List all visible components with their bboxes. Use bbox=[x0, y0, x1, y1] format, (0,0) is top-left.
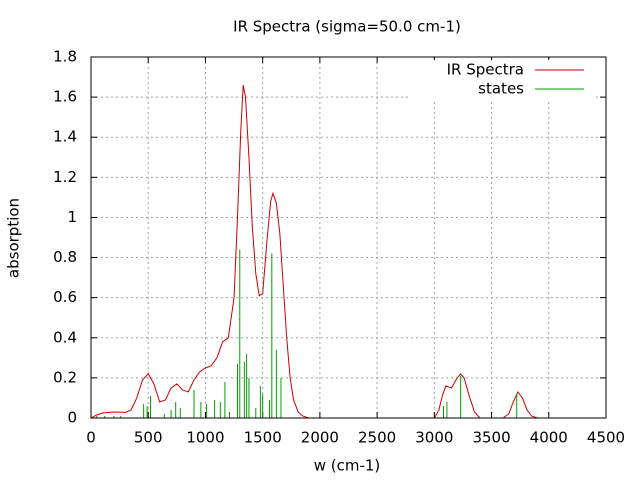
y-axis-label: absorption bbox=[5, 198, 23, 278]
y-tick-label: 0.8 bbox=[53, 248, 77, 266]
legend-label: states bbox=[478, 80, 524, 98]
x-tick-label: 3500 bbox=[472, 429, 510, 447]
chart-title: IR Spectra (sigma=50.0 cm-1) bbox=[233, 18, 461, 36]
y-tick-label: 1 bbox=[67, 208, 77, 226]
x-tick-label: 2000 bbox=[301, 429, 339, 447]
y-tick-label: 0.4 bbox=[53, 328, 77, 346]
x-tick-label: 2500 bbox=[358, 429, 396, 447]
y-tick-label: 1.6 bbox=[53, 88, 77, 106]
x-tick-label: 4500 bbox=[587, 429, 625, 447]
x-axis-label: w (cm-1) bbox=[314, 457, 381, 475]
y-tick-label: 0.2 bbox=[53, 368, 77, 386]
spectrum-line bbox=[90, 84, 589, 419]
y-tick-label: 0.6 bbox=[53, 288, 77, 306]
x-tick-label: 3000 bbox=[415, 429, 453, 447]
x-tick-label: 1500 bbox=[244, 429, 282, 447]
y-tick-label: 1.8 bbox=[53, 48, 77, 66]
x-tick-label: 0 bbox=[86, 429, 96, 447]
legend-background bbox=[410, 60, 596, 100]
y-tick-label: 1.2 bbox=[53, 168, 77, 186]
x-tick-label: 500 bbox=[134, 429, 163, 447]
y-tick-label: 1.4 bbox=[53, 128, 77, 146]
x-tick-label: 1000 bbox=[186, 429, 224, 447]
legend-label: IR Spectra bbox=[447, 61, 524, 79]
y-tick-label: 0 bbox=[67, 409, 77, 427]
x-tick-label: 4000 bbox=[530, 429, 568, 447]
plot-border bbox=[90, 56, 607, 419]
